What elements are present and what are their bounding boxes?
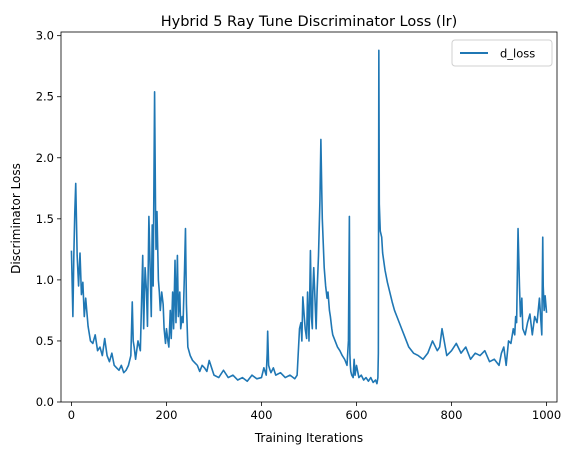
y-tick-label: 0.5 xyxy=(36,334,54,348)
plot-area: 0 200 400 600 800 1000 0.0 0.5 1.0 1.5 2.0 2.5 3.0 xyxy=(36,29,561,422)
y-tick-label: 2.0 xyxy=(36,151,54,165)
y-axis-label: Discriminator Loss xyxy=(9,163,23,274)
x-tick-label: 600 xyxy=(346,408,368,422)
y-tick-label: 2.5 xyxy=(36,90,54,104)
x-tick-label: 0 xyxy=(68,408,75,422)
y-tick-label: 3.0 xyxy=(36,29,54,43)
y-tick-label: 0.0 xyxy=(36,395,54,409)
x-tick-label: 200 xyxy=(155,408,177,422)
y-tick-label: 1.0 xyxy=(36,273,54,287)
legend-box xyxy=(451,39,553,67)
chart-title: Hybrid 5 Ray Tune Discriminator Loss (lr… xyxy=(161,14,458,30)
plot-frame xyxy=(60,31,558,403)
series-line-d-loss xyxy=(70,49,548,385)
legend-label-d-loss: d_loss xyxy=(500,47,535,61)
y-tick-label: 1.5 xyxy=(36,212,54,226)
x-axis-label: Training Iterations xyxy=(254,431,363,445)
x-tick-label: 1000 xyxy=(532,408,561,422)
legend: d_loss xyxy=(451,39,553,67)
x-tick-label: 800 xyxy=(441,408,463,422)
x-tick-label: 400 xyxy=(251,408,273,422)
